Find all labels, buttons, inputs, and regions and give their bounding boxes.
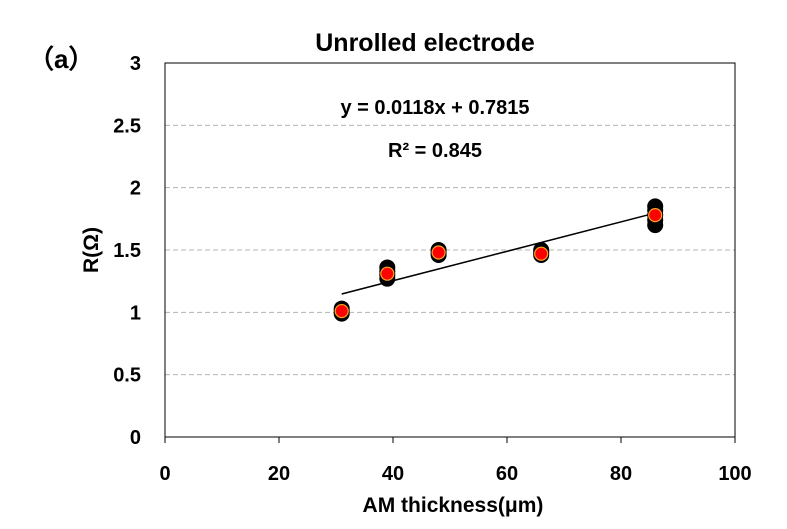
y-tick-label: 0.5 [113, 365, 141, 387]
trendline-equation: y = 0.0118x + 0.7815 [340, 97, 529, 119]
y-tick-label: 0 [130, 427, 141, 449]
average-point [334, 303, 349, 319]
y-tick-label: 1 [130, 302, 141, 324]
average-point [380, 266, 395, 281]
data-points [333, 198, 664, 322]
y-axis-title: R(Ω) [80, 227, 103, 273]
plot-area-frame [164, 62, 736, 438]
x-axis-ticks: 0 20 40 60 80 100 [159, 437, 752, 485]
y-tick-label: 2 [130, 178, 141, 200]
x-tick-label: 0 [159, 463, 170, 485]
y-tick-label: 2.5 [113, 115, 141, 137]
x-tick-label: 100 [718, 463, 751, 485]
panel-label: （a） [28, 44, 94, 74]
average-point [534, 246, 549, 261]
y-tick-label: 1.5 [113, 240, 141, 262]
gridlines [165, 124, 735, 376]
trendline [341, 212, 656, 295]
x-tick-label: 20 [268, 463, 290, 485]
average-point [431, 245, 446, 260]
x-tick-label: 80 [610, 463, 632, 485]
trendline-r-squared: R² = 0.845 [388, 140, 482, 162]
chart-title: Unrolled electrode [315, 29, 535, 57]
average-point [648, 207, 663, 223]
y-tick-label: 3 [130, 53, 141, 75]
x-tick-label: 60 [496, 463, 518, 485]
x-tick-label: 40 [382, 463, 404, 485]
x-axis-title: AM thickness(μm) [363, 494, 544, 517]
y-axis-ticks: 0 0.5 1 1.5 2 2.5 3 [113, 53, 141, 449]
